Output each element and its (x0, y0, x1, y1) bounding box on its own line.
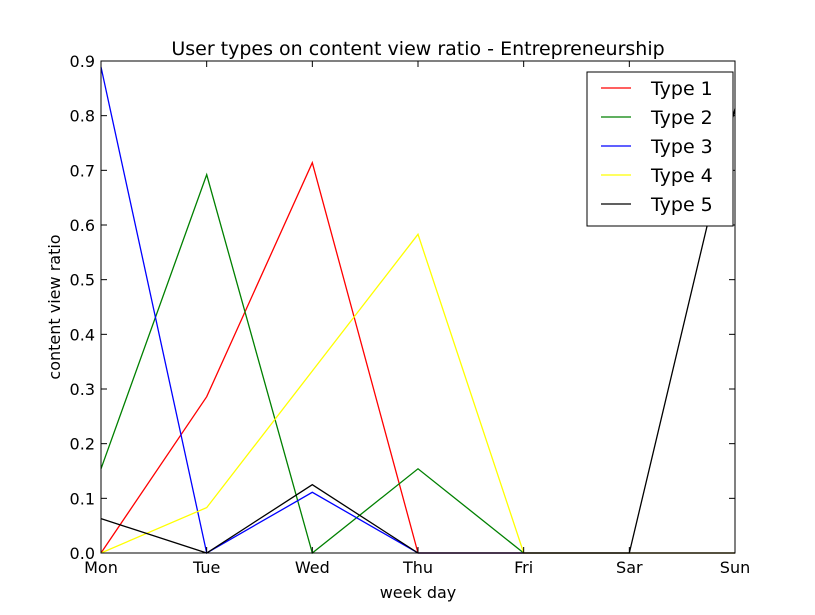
y-tick-label: 0.2 (70, 435, 95, 454)
x-tick-label: Wed (295, 558, 330, 577)
y-axis-title: content view ratio (45, 234, 64, 379)
x-tick-label: Thu (402, 558, 433, 577)
legend-label-type-4: Type 4 (650, 165, 713, 187)
legend-label-type-5: Type 5 (650, 194, 713, 216)
x-tick-label: Mon (84, 558, 118, 577)
x-tick-label: Fri (514, 558, 533, 577)
series-line-type-2 (100, 172, 735, 555)
legend: Type 1 Type 2 Type 3 Type 4 Type 5 (586, 71, 734, 227)
y-tick-label: 0.4 (70, 325, 95, 344)
legend-box (586, 71, 734, 227)
x-tick-label: Tue (192, 558, 220, 577)
x-tick-label: Sun (720, 558, 750, 577)
y-tick-label: 0.0 (70, 544, 95, 563)
y-axis-ticks: 0.0 0.1 0.2 0.3 0.4 0.5 0.6 0.7 0.8 0.9 (70, 52, 735, 563)
x-axis-ticks: Mon Tue Wed Thu Fri Sar Sun (84, 61, 750, 577)
legend-label-type-2: Type 2 (650, 107, 713, 129)
y-tick-label: 0.8 (70, 107, 95, 126)
legend-label-type-1: Type 1 (650, 78, 713, 100)
y-tick-label: 0.3 (70, 380, 95, 399)
x-tick-label: Sar (616, 558, 643, 577)
y-tick-label: 0.5 (70, 271, 95, 290)
y-tick-label: 0.9 (70, 52, 95, 71)
y-tick-label: 0.1 (70, 489, 95, 508)
y-tick-label: 0.6 (70, 216, 95, 235)
y-tick-label: 0.7 (70, 161, 95, 180)
legend-label-type-3: Type 3 (650, 136, 713, 158)
chart-title: User types on content view ratio - Entre… (171, 38, 664, 60)
x-axis-title: week day (380, 583, 457, 602)
